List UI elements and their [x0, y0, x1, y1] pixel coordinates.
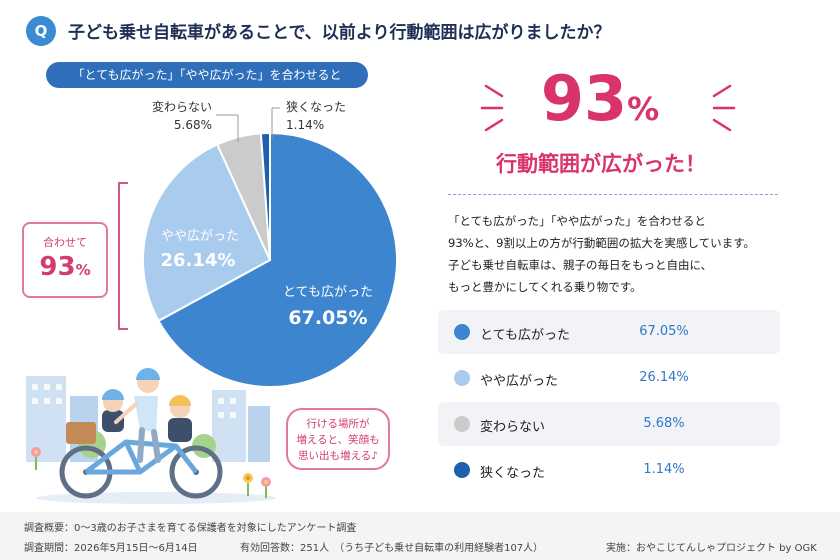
description-line: 「とても広がった」「やや広がった」を合わせると: [448, 214, 706, 228]
legend-name: 狭くなった: [480, 466, 546, 481]
legend-name: やや広がった: [480, 374, 559, 389]
pie-chart: とても広がった 67.05% やや広がった 26.14%: [142, 107, 398, 388]
outside-label-narrow-name: 狭くなった: [286, 100, 347, 114]
legend-value: 67.05%: [639, 324, 689, 339]
sparkle-left-icon: [480, 84, 504, 132]
legend-value: 5.68%: [643, 416, 685, 431]
combined-pill: 「とても広がった」「やや広がった」を合わせると: [46, 62, 368, 88]
legend-dot: [454, 324, 470, 340]
legend-dot: [454, 462, 470, 478]
pie-slice-narrowed: [259, 131, 271, 261]
legend-row: 狭くなった 1.14%: [438, 448, 780, 492]
survey-overview: 調査概要：0〜3歳のお子さまを育てる保護者を対象にしたアンケート調査: [24, 523, 357, 534]
legend-row: 変わらない 5.68%: [438, 402, 780, 446]
building-icon: [26, 376, 66, 462]
basket-icon: [66, 422, 96, 444]
flower-icon: [31, 447, 41, 470]
combined-label: 合わせて: [43, 236, 87, 249]
legend-row: とても広がった 67.05%: [438, 310, 780, 354]
legend-name: とても広がった: [480, 328, 570, 343]
pie-slice-very-widened: [157, 131, 398, 388]
slice-label-somewhat: やや広がった: [161, 229, 239, 244]
question-badge: Q: [26, 16, 56, 46]
pie-slice-somewhat-widened: [142, 143, 272, 323]
legend-dot: [454, 416, 470, 432]
highlight-percentage: 93%: [540, 62, 660, 135]
legend-row: やや広がった 26.14%: [438, 356, 780, 400]
description: 「とても広がった」「やや広がった」を合わせると 93%と、9割以上の方が行動範囲…: [448, 210, 788, 298]
sparkle-right-icon: [712, 84, 736, 132]
combined-bracket: [118, 182, 128, 330]
legend-dot: [454, 370, 470, 386]
speech-bubble: 行ける場所が 増えると、笑顔も 思い出も増える♪: [286, 408, 390, 470]
survey-card: Q 子ども乗せ自転車があることで、以前より行動範囲は広がりましたか？ 「とても広…: [0, 0, 840, 512]
legend: とても広がった 67.05% やや広がった 26.14% 変わらない 5.68%…: [438, 310, 780, 494]
outside-label-unchanged: 変わらない 5.68%: [150, 98, 212, 134]
survey-period: 調査期間：2026年5月15日〜6月14日: [24, 543, 198, 554]
flower-icon: [243, 473, 253, 496]
speech-line: 行ける場所が: [306, 418, 370, 430]
outside-label-narrow-value: 1.14%: [286, 118, 325, 132]
slice-value-somewhat: 26.14%: [161, 250, 236, 271]
family-bicycle-illustration: [26, 368, 276, 504]
outside-label-unchanged-name: 変わらない: [151, 100, 212, 114]
slice-value-very: 67.05%: [288, 307, 367, 329]
speech-line: 増えると、笑顔も: [296, 434, 380, 446]
outside-label-narrow: 狭くなった 1.14%: [286, 98, 356, 134]
question-title: 子ども乗せ自転車があることで、以前より行動範囲は広がりましたか？: [68, 23, 611, 43]
legend-value: 26.14%: [639, 370, 689, 385]
building-icon: [248, 406, 270, 462]
description-line: 子ども乗せ自転車は、親子の毎日をもっと自由に、: [448, 258, 713, 272]
survey-credit: 実施：おやこじてんしゃプロジェクト by OGK: [606, 543, 817, 554]
legend-value: 1.14%: [643, 462, 685, 477]
bicycle-wheel-icon: [169, 445, 223, 499]
combined-value: 93%: [39, 252, 91, 282]
survey-footer: 調査概要：0〜3歳のお子さまを育てる保護者を対象にしたアンケート調査 調査期間：…: [0, 512, 840, 560]
outside-label-unchanged-value: 5.68%: [173, 118, 212, 132]
combined-box: 合わせて 93%: [22, 222, 108, 298]
highlight-caption: 行動範囲が広がった！: [496, 152, 706, 176]
slice-label-very: とても広がった: [283, 285, 373, 300]
description-line: 93%と、9割以上の方が行動範囲の拡大を実感しています。: [448, 236, 755, 250]
bicycle-frame-icon: [84, 439, 198, 475]
legend-name: 変わらない: [480, 420, 546, 435]
speech-line: 思い出も増える♪: [298, 450, 378, 462]
building-icon: [212, 390, 246, 462]
description-line: もっと豊かにしてくれる乗り物です。: [448, 280, 642, 294]
flower-icon: [261, 477, 271, 498]
dashed-divider: [448, 194, 778, 195]
survey-responses: 有効回答数：251人 （うち子ども乗せ自転車の利用経験者107人）: [240, 543, 544, 554]
